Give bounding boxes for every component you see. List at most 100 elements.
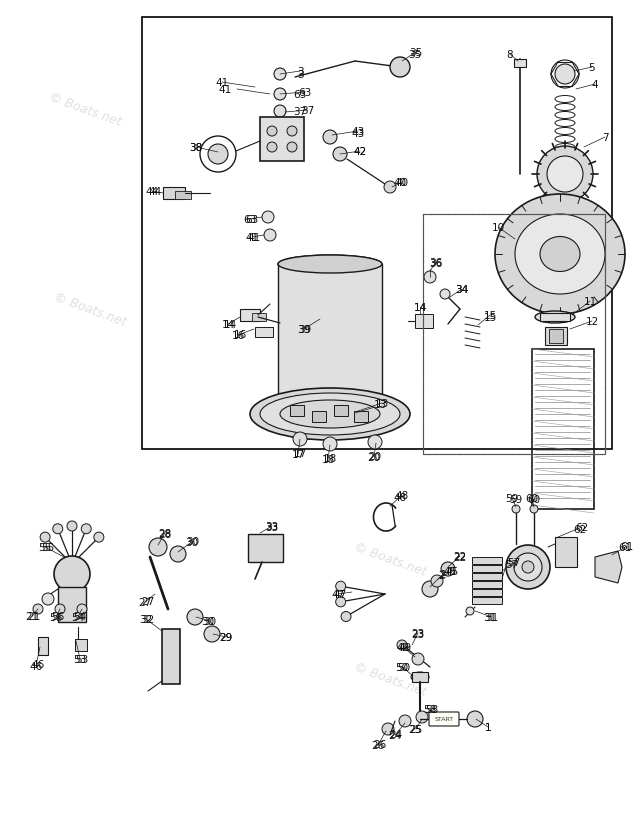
Text: 5: 5 — [589, 63, 595, 73]
Text: 33: 33 — [266, 522, 278, 532]
Text: 15: 15 — [483, 313, 497, 323]
Circle shape — [52, 524, 63, 534]
Text: 58: 58 — [426, 704, 438, 714]
FancyBboxPatch shape — [429, 713, 459, 726]
Bar — [175, 192, 191, 200]
Text: 30: 30 — [202, 616, 214, 627]
Circle shape — [431, 575, 443, 587]
Text: 2: 2 — [440, 569, 446, 579]
Bar — [423, 215, 605, 455]
Bar — [555, 537, 577, 568]
Text: 59: 59 — [506, 493, 518, 504]
Ellipse shape — [535, 311, 575, 324]
Ellipse shape — [278, 256, 382, 274]
Text: 44: 44 — [145, 187, 159, 197]
Bar — [412, 672, 428, 682]
Text: 60: 60 — [525, 493, 539, 504]
Circle shape — [441, 563, 455, 577]
Circle shape — [67, 522, 77, 532]
Circle shape — [467, 711, 483, 727]
Ellipse shape — [260, 393, 400, 436]
Bar — [255, 328, 273, 337]
Text: 56: 56 — [49, 613, 63, 622]
Text: 50: 50 — [396, 663, 408, 672]
Bar — [423, 215, 605, 455]
Text: 30: 30 — [204, 616, 216, 627]
Text: 29: 29 — [220, 632, 232, 642]
Text: 63: 63 — [298, 88, 312, 98]
Ellipse shape — [495, 195, 625, 314]
Text: 49: 49 — [396, 642, 410, 652]
Circle shape — [267, 143, 277, 153]
Text: 17: 17 — [291, 450, 305, 459]
Text: 36: 36 — [429, 259, 443, 269]
Text: 30: 30 — [186, 536, 200, 546]
Circle shape — [40, 532, 50, 542]
Text: 54: 54 — [74, 611, 86, 622]
Text: 42: 42 — [353, 147, 367, 156]
Circle shape — [187, 609, 203, 625]
Ellipse shape — [278, 391, 382, 409]
Text: © Boats.net: © Boats.net — [52, 291, 128, 328]
Bar — [334, 405, 348, 417]
Text: 49: 49 — [398, 642, 412, 652]
Text: 41: 41 — [245, 233, 259, 242]
Text: 53: 53 — [76, 654, 88, 664]
Bar — [248, 534, 283, 563]
Circle shape — [287, 127, 297, 137]
Text: 26: 26 — [373, 739, 387, 749]
Text: 34: 34 — [456, 285, 468, 295]
Text: 13: 13 — [373, 400, 387, 410]
Text: 46: 46 — [31, 659, 45, 669]
Bar — [415, 314, 433, 328]
Bar — [162, 629, 180, 684]
Circle shape — [293, 432, 307, 446]
Bar — [472, 590, 502, 596]
Text: 44: 44 — [148, 187, 162, 197]
Text: 21: 21 — [26, 611, 38, 622]
Circle shape — [555, 65, 575, 85]
Circle shape — [55, 604, 65, 614]
Circle shape — [368, 436, 382, 450]
Circle shape — [274, 89, 286, 101]
Text: 38: 38 — [189, 143, 203, 153]
Circle shape — [440, 290, 450, 300]
Circle shape — [323, 131, 337, 145]
Text: 45: 45 — [445, 566, 459, 577]
Circle shape — [341, 612, 351, 622]
Text: 37: 37 — [293, 106, 307, 117]
Text: 7: 7 — [602, 133, 608, 143]
Text: 32: 32 — [140, 614, 152, 624]
Text: 21: 21 — [28, 611, 40, 622]
Circle shape — [506, 545, 550, 590]
Text: 59: 59 — [509, 495, 523, 505]
Text: 45: 45 — [444, 566, 456, 577]
Text: 22: 22 — [453, 552, 467, 563]
Text: 28: 28 — [158, 529, 172, 540]
Text: 42: 42 — [353, 147, 367, 156]
Circle shape — [514, 554, 542, 581]
Circle shape — [336, 597, 346, 607]
Circle shape — [522, 561, 534, 573]
Bar — [354, 411, 368, 423]
Circle shape — [336, 581, 346, 591]
Bar — [472, 597, 502, 604]
Ellipse shape — [515, 215, 605, 295]
Ellipse shape — [250, 388, 410, 441]
Text: 62: 62 — [573, 524, 587, 534]
Circle shape — [390, 58, 410, 78]
Text: 8: 8 — [507, 50, 513, 60]
Text: 41: 41 — [216, 78, 228, 88]
Circle shape — [399, 715, 411, 727]
Text: 24: 24 — [389, 729, 403, 739]
Text: © Boats.net: © Boats.net — [392, 56, 468, 94]
Text: 24: 24 — [388, 730, 402, 740]
Text: 39: 39 — [298, 324, 312, 335]
Bar — [38, 637, 48, 655]
Circle shape — [262, 212, 274, 224]
Text: 18: 18 — [321, 455, 335, 464]
Text: 39: 39 — [298, 324, 310, 335]
Text: 40: 40 — [394, 178, 406, 188]
Circle shape — [512, 505, 520, 514]
Bar — [142, 18, 612, 450]
